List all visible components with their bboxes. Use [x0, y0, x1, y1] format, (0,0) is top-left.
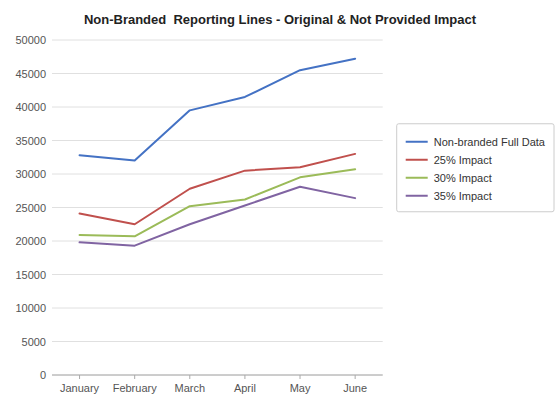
legend-swatch — [406, 195, 428, 197]
background — [0, 0, 560, 415]
series-line — [80, 59, 356, 161]
x-tick — [189, 375, 190, 379]
x-tick-label: March — [175, 382, 206, 394]
series-line — [80, 187, 356, 246]
y-tick-label: 10000 — [15, 302, 46, 314]
legend-swatch — [406, 141, 428, 143]
x-tick-label: January — [60, 382, 100, 394]
x-tick — [134, 375, 135, 379]
legend-label: 25% Impact — [434, 154, 492, 166]
y-tick-label: 45000 — [15, 68, 46, 80]
grid-line — [52, 375, 383, 376]
x-tick-label: June — [343, 382, 367, 394]
grid-line — [52, 107, 383, 108]
legend-swatch — [406, 177, 428, 179]
title: Non-Branded Reporting Lines - Original &… — [84, 12, 477, 27]
plot-area — [80, 59, 356, 246]
legend: Non-branded Full Data 25% Impact 30% Impac… — [397, 124, 554, 212]
legend-label: 35% Impact — [434, 190, 492, 202]
series-line — [80, 169, 356, 236]
grid-line — [52, 341, 383, 342]
x-tick-label: February — [113, 382, 158, 394]
x-tick — [79, 375, 80, 379]
grid-line — [52, 40, 383, 41]
legend-label: Non-branded Full Data — [434, 136, 546, 148]
y-tick-label: 35000 — [15, 135, 46, 147]
y-tick-label: 40000 — [15, 101, 46, 113]
y-tick-label: 25000 — [15, 202, 46, 214]
x-axis-line — [52, 375, 383, 376]
grid-line — [52, 207, 383, 208]
grid-line — [52, 308, 383, 309]
legend-box — [397, 124, 554, 212]
grid-line — [52, 274, 383, 275]
y-tick-label: 5000 — [22, 336, 46, 348]
x-tick-label: May — [290, 382, 311, 394]
y-tick-label: 15000 — [15, 269, 46, 281]
y-tick-label: 0 — [40, 369, 46, 381]
y-tick-label: 30000 — [15, 168, 46, 180]
legend-label: 30% Impact — [434, 172, 492, 184]
grid-line — [52, 73, 383, 74]
grid-line — [52, 174, 383, 175]
y-tick-label: 50000 — [15, 34, 46, 46]
x-tick-label: April — [234, 382, 256, 394]
legend-swatch — [406, 159, 428, 161]
chart: Non-Branded Reporting Lines - Original &… — [0, 0, 560, 415]
grid-line — [52, 241, 383, 242]
x-tick — [355, 375, 356, 379]
x-tick — [244, 375, 245, 379]
grid-line — [52, 140, 383, 141]
y-tick-label: 20000 — [15, 235, 46, 247]
x-tick — [300, 375, 301, 379]
